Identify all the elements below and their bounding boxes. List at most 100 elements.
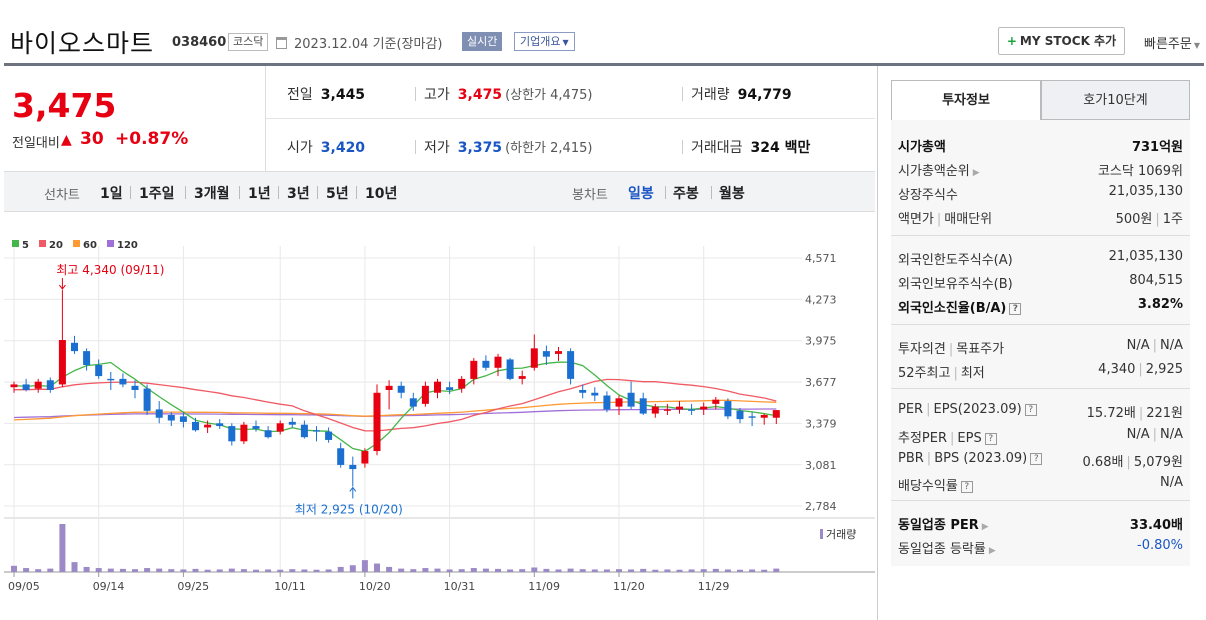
trade-amount: 거래대금 324 백만 xyxy=(691,137,810,157)
info-value-part: N/A xyxy=(1126,427,1150,442)
candle-body xyxy=(228,426,236,442)
help-icon[interactable]: ? xyxy=(1024,404,1037,416)
info-row[interactable]: 동일업종 PER ▶ 33.40배 xyxy=(898,514,1183,534)
volume-bar xyxy=(591,569,598,572)
ma20-line xyxy=(14,378,777,432)
candle-body xyxy=(458,378,466,389)
period-1y[interactable]: 1년 xyxy=(248,186,271,202)
volume-bar xyxy=(616,569,622,572)
info-value-part: N/A xyxy=(1126,338,1150,353)
volume-bar xyxy=(688,569,695,572)
candle-body xyxy=(349,464,357,470)
candle-body xyxy=(46,380,54,390)
volume-bar xyxy=(107,568,114,572)
period-1d[interactable]: 1일 xyxy=(100,186,123,202)
candle-body xyxy=(772,410,780,418)
candle-body xyxy=(276,423,284,432)
y-tick-label: 4,571 xyxy=(805,252,837,265)
period-5y[interactable]: 5년 xyxy=(326,186,349,202)
volume-bar xyxy=(119,568,126,572)
prev-close-label: 전일 xyxy=(287,87,313,103)
volume-bar xyxy=(482,568,489,572)
change-label: 전일대비 xyxy=(12,136,60,151)
tab-underline xyxy=(1041,119,1190,120)
legend-label-ma5: 5 xyxy=(22,240,29,251)
info-row[interactable]: PBR | BPS (2023.09)? 0.68배 | 5,079원 xyxy=(898,451,1183,471)
info-label-part: EPS(2023.09) xyxy=(933,402,1022,417)
volume-bar xyxy=(737,569,743,572)
candle-daily[interactable]: 일봉 xyxy=(628,186,654,202)
info-label-part: PER xyxy=(898,402,924,417)
candle-body xyxy=(748,416,756,418)
help-icon[interactable]: ? xyxy=(984,433,997,445)
quick-order-button[interactable]: 빠른주문 ▼ xyxy=(1144,33,1200,52)
volume-bar xyxy=(23,568,30,572)
company-overview-dropdown[interactable]: 기업개요 ▼ xyxy=(514,32,575,51)
info-label: 액면가 | 매매단위 xyxy=(898,208,992,227)
candle-monthly[interactable]: 월봉 xyxy=(719,186,745,202)
help-icon[interactable]: ? xyxy=(1009,303,1022,315)
prev-close-value: 3,445 xyxy=(320,87,366,103)
info-value: 3.82% xyxy=(1138,297,1183,312)
candle-body xyxy=(651,406,659,414)
volume-bar xyxy=(495,568,501,572)
realtime-button[interactable]: 실시간 xyxy=(462,32,503,51)
volume: 거래량 94,779 xyxy=(691,84,792,104)
period-separator xyxy=(278,186,279,199)
volume-bar xyxy=(712,568,719,572)
period-separator xyxy=(317,186,318,199)
info-row[interactable]: 외국인소진율(B/A)? 3.82% xyxy=(898,297,1183,317)
info-label: PER | EPS(2023.09)? xyxy=(898,402,1037,417)
info-value-part: 5,079원 xyxy=(1133,455,1183,470)
legend-label-ma120: 120 xyxy=(117,240,138,251)
info-label-part: 배당수익률 xyxy=(898,479,958,494)
info-value: 804,515 xyxy=(1129,273,1183,288)
pipe-separator: | xyxy=(1152,338,1157,353)
up-triangle-icon: ▲ xyxy=(61,132,72,148)
low-value: 3,375 xyxy=(457,140,503,156)
period-bar: 선차트 1일 1주일 3개월 1년 3년 5년 10년 봉차트 일봉 주봉 월봉 xyxy=(4,172,875,212)
info-row[interactable]: PER | EPS(2023.09)? 15.72배 | 221원 xyxy=(898,402,1183,422)
period-3y[interactable]: 3년 xyxy=(287,186,310,202)
info-row[interactable]: 배당수익률? N/A xyxy=(898,475,1183,495)
volume-bar xyxy=(83,566,90,572)
candle-body xyxy=(240,424,248,442)
info-value: 33.40배 xyxy=(1130,514,1183,533)
open-price: 시가 3,420 xyxy=(287,137,365,157)
pipe-separator: | xyxy=(926,402,931,417)
candle-body xyxy=(700,406,708,410)
info-row[interactable]: 동일업종 등락률 ▶ -0.80% xyxy=(898,538,1183,558)
tab-order-book[interactable]: 호가10단계 xyxy=(1041,80,1190,120)
info-label: 투자의견 | 목표주가 xyxy=(898,338,1004,357)
y-tick-label: 2,784 xyxy=(805,500,837,513)
period-1w[interactable]: 1주일 xyxy=(139,186,175,202)
volume-bar xyxy=(374,563,380,572)
info-row[interactable]: 시가총액순위 ▶ 코스닥 1069위 xyxy=(898,160,1183,180)
change-value: 30 xyxy=(80,129,104,149)
candle-body xyxy=(373,392,381,452)
info-value-part: 2,925 xyxy=(1145,362,1183,377)
chevron-right-icon[interactable]: ▶ xyxy=(972,168,980,178)
info-value: N/A | N/A xyxy=(1127,427,1183,442)
info-label: 52주최고 | 최저 xyxy=(898,362,985,381)
volume-bar xyxy=(337,566,344,572)
help-icon[interactable]: ? xyxy=(1030,453,1043,465)
help-icon[interactable]: ? xyxy=(960,481,973,493)
candle-body xyxy=(494,356,502,368)
candle-weekly[interactable]: 주봉 xyxy=(673,186,699,202)
candle-body xyxy=(627,392,635,407)
pipe-separator: | xyxy=(1152,427,1157,442)
my-stock-add-button[interactable]: + MY STOCK 추가 xyxy=(998,27,1125,55)
volume-legend-swatch xyxy=(820,529,823,539)
candlestick-chart[interactable]: 4,571 4,273 3,975 3,677 3,379 3,081 2,784 09/05… xyxy=(4,232,875,620)
period-10y[interactable]: 10년 xyxy=(365,186,398,202)
info-label-part: 시가총액 xyxy=(898,140,946,155)
tab-investment-info[interactable]: 투자정보 xyxy=(891,80,1041,120)
period-3m[interactable]: 3개월 xyxy=(194,186,230,202)
info-row[interactable]: 추정PER | EPS? N/A | N/A xyxy=(898,427,1183,447)
chevron-right-icon[interactable]: ▶ xyxy=(988,546,996,556)
info-label-part: 상장주식수 xyxy=(898,188,958,203)
volume-bar xyxy=(95,568,102,572)
chevron-right-icon[interactable]: ▶ xyxy=(981,522,989,532)
info-value-part: 21,035,130 xyxy=(1108,184,1183,199)
